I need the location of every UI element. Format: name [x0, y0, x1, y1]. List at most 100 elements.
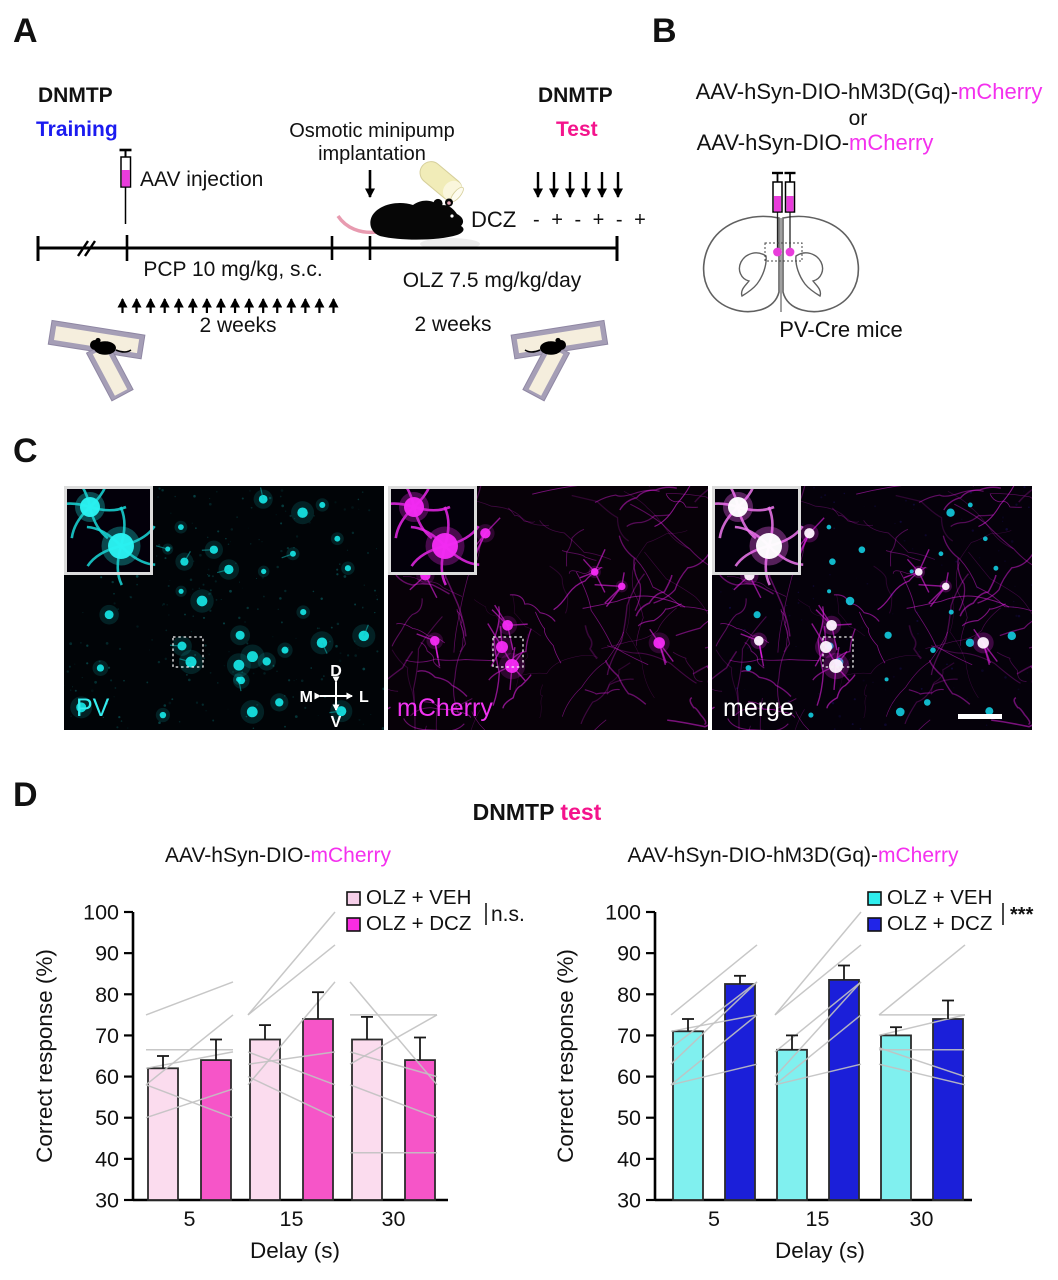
y-axis-title: Correct response (%) [32, 949, 57, 1163]
olz-dose-label: OLZ 7.5 mg/kg/day [402, 269, 582, 292]
orientation-compass: D V M L [300, 663, 369, 730]
y-tick-100: 100 [605, 901, 641, 925]
legend-label-0: OLZ + VEH [366, 886, 471, 909]
scale-bar [958, 714, 1002, 719]
mcherry-micrograph-image [388, 486, 708, 730]
brain-coronal-outline [702, 215, 860, 313]
legend-swatch-0 [867, 891, 882, 906]
individual-animal-lines [145, 911, 438, 1154]
mouse-icon [336, 198, 464, 240]
mouse-line-label: PV-Cre mice [779, 317, 903, 342]
bar-OLZ+DCZ-30s [404, 1059, 436, 1201]
compass-dorsal-label: D [330, 663, 342, 680]
mcherry-channel-label: mCherry [397, 694, 493, 722]
x-tick-5s: 5 [708, 1207, 720, 1231]
legend: OLZ + VEH OLZ + DCZ n.s. [346, 886, 525, 935]
hm3d-bar-chart: 30 40 50 60 70 80 90 100 5 15 30 Delay (s) Correct r… [553, 886, 1034, 1263]
x-tick-30s: 30 [382, 1207, 406, 1231]
pv-channel-label: PV [76, 694, 110, 722]
aav-injection-label: AAV injection [140, 168, 264, 191]
pcp-duration-label: 2 weeks [199, 314, 277, 337]
dcz-schedule: - + - + - + [533, 209, 649, 231]
right-chart-title-black: AAV-hSyn-DIO-hM3D(Gq)- [627, 844, 878, 867]
pcp-dose-label: PCP 10 mg/kg, s.c. [143, 258, 323, 281]
merge-channel-label: merge [723, 694, 794, 722]
training-phase-task: DNMTP [38, 84, 113, 107]
t-maze-left-icon [47, 319, 146, 402]
osmotic-minipump-line1: Osmotic minipump [289, 120, 455, 142]
significance-annotation: *** [1010, 904, 1034, 926]
bar-OLZ+DCZ-15s [828, 979, 860, 1201]
timeline [36, 235, 619, 261]
legend: OLZ + VEH OLZ + DCZ *** [867, 886, 1034, 935]
compass-lateral-label: L [359, 689, 369, 706]
merge-micrograph-cells [712, 486, 1032, 730]
construct2-name: AAV-hSyn-DIO- [696, 130, 850, 155]
bars [147, 1018, 436, 1201]
bar-OLZ+DCZ-5s [200, 1059, 232, 1201]
bar-OLZ+VEH-15s [249, 1038, 281, 1201]
inset-magnified-cells [388, 486, 480, 586]
construct-or: or [848, 107, 868, 130]
x-axis-title: Delay (s) [250, 1238, 340, 1263]
olz-duration-label: 2 weeks [414, 313, 492, 336]
test-phase-label: Test [556, 118, 598, 141]
training-phase-label: Training [36, 118, 118, 141]
panel-a-timeline-diagram [36, 148, 623, 402]
dnmtp-test-title-black: DNMTP [472, 799, 555, 825]
panel-a-label: A [13, 12, 38, 50]
magnified-region-box [492, 636, 524, 668]
left-chart-title-magenta: mCherry [310, 844, 391, 867]
axes: 30 40 50 60 70 80 90 100 [605, 901, 972, 1213]
x-axis-title: Delay (s) [775, 1238, 865, 1263]
significance-annotation: n.s. [491, 903, 525, 926]
y-axis-title: Correct response (%) [553, 949, 578, 1163]
legend-swatch-1 [867, 917, 882, 932]
injection-site-box [764, 242, 803, 262]
y-tick-70: 70 [617, 1024, 641, 1048]
y-tick-40: 40 [95, 1147, 119, 1171]
x-tick-15s: 15 [806, 1207, 830, 1231]
y-tick-40: 40 [617, 1147, 641, 1171]
y-tick-30: 30 [617, 1189, 641, 1213]
panel-b-brain-diagram [702, 171, 860, 313]
syringe-icon [119, 148, 132, 224]
left-chart-title-black: AAV-hSyn-DIO- [165, 844, 311, 867]
y-tick-90: 90 [617, 942, 641, 966]
bar-OLZ+VEH-30s [351, 1038, 383, 1201]
compass-medial-label: M [300, 689, 313, 706]
t-maze-right-icon [510, 319, 609, 402]
bars [672, 979, 964, 1201]
osmotic-minipump-line2: implantation [318, 143, 426, 165]
compass-ventral-label: V [331, 714, 342, 730]
construct2-tag: mCherry [849, 130, 934, 155]
y-tick-80: 80 [617, 983, 641, 1007]
magnified-region-box [822, 636, 854, 668]
legend-swatch-0 [346, 891, 361, 906]
osmotic-minipump-icon [419, 161, 480, 250]
axes: 30 40 50 60 70 80 90 100 [83, 901, 448, 1213]
legend-label-0: OLZ + VEH [887, 886, 992, 909]
legend-swatch-1 [346, 917, 361, 932]
mch-micrograph-cells [388, 486, 708, 730]
dcz-injection-arrows [533, 172, 623, 198]
panel-d-label: D [13, 776, 38, 814]
inset-magnified-cells [64, 486, 156, 586]
bilateral-syringes-icon [772, 171, 796, 249]
injection-site-left [773, 247, 782, 257]
x-tick-5s: 5 [184, 1207, 196, 1231]
magnified-region-box [172, 636, 204, 668]
inset-magnified-cells [712, 486, 804, 586]
pcp-injection-arrows [117, 298, 339, 313]
y-tick-30: 30 [95, 1189, 119, 1213]
construct1-tag: mCherry [958, 79, 1043, 104]
injection-site-right [785, 247, 795, 257]
construct1-name: AAV-hSyn-DIO-hM3D(Gq)- [695, 79, 959, 104]
x-tick-30s: 30 [910, 1207, 934, 1231]
bar-OLZ+VEH-15s [776, 1048, 808, 1201]
bar-OLZ+DCZ-30s [932, 1018, 964, 1201]
test-phase-task: DNMTP [538, 84, 613, 107]
x-tick-15s: 15 [280, 1207, 304, 1231]
bar-OLZ+VEH-5s [672, 1030, 704, 1201]
